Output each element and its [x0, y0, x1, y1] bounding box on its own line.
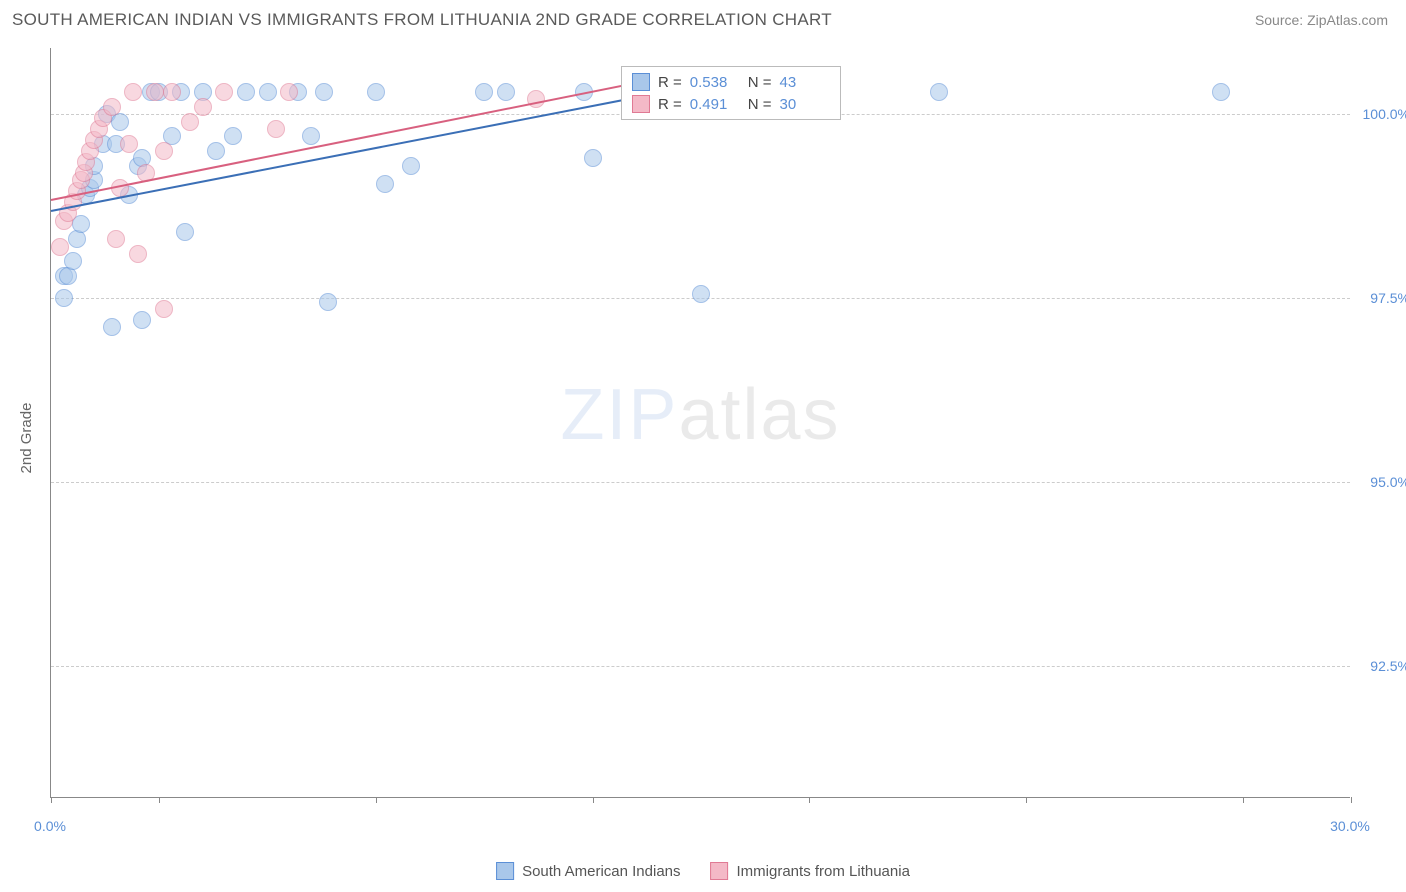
watermark: ZIPatlas: [560, 373, 840, 455]
x-tick: [1351, 797, 1352, 803]
r-label: R =: [658, 74, 682, 91]
data-point: [367, 83, 385, 101]
data-point: [103, 318, 121, 336]
chart-title: SOUTH AMERICAN INDIAN VS IMMIGRANTS FROM…: [12, 10, 832, 30]
legend-item: South American Indians: [496, 862, 680, 880]
data-point: [215, 83, 233, 101]
data-point: [267, 120, 285, 138]
data-point: [692, 285, 710, 303]
chart-container: 2nd Grade ZIPatlas 92.5% 95.0% 97.5% 100.0%…: [0, 38, 1406, 888]
x-tick: [809, 797, 810, 803]
data-point: [51, 238, 69, 256]
chart-header: SOUTH AMERICAN INDIAN VS IMMIGRANTS FROM…: [0, 0, 1406, 38]
y-tick-label: 100.0%: [1363, 106, 1406, 122]
data-point: [107, 230, 125, 248]
n-value: 43: [780, 74, 830, 91]
data-point: [207, 142, 225, 160]
data-point: [124, 83, 142, 101]
data-point: [129, 245, 147, 263]
bottom-legend: South American Indians Immigrants from Li…: [496, 862, 910, 880]
x-tick-label: 0.0%: [34, 818, 66, 834]
x-tick: [593, 797, 594, 803]
y-axis-label: 2nd Grade: [18, 403, 35, 474]
data-point: [224, 127, 242, 145]
legend-swatch: [496, 862, 514, 880]
data-point: [163, 83, 181, 101]
n-value: 30: [780, 96, 830, 113]
data-point: [930, 83, 948, 101]
stats-legend-row: R = 0.538 N = 43: [632, 71, 830, 93]
r-value: 0.538: [690, 74, 740, 91]
r-value: 0.491: [690, 96, 740, 113]
y-tick-label: 95.0%: [1370, 474, 1406, 490]
legend-label: South American Indians: [522, 863, 680, 880]
data-point: [475, 83, 493, 101]
x-tick: [1243, 797, 1244, 803]
r-label: R =: [658, 96, 682, 113]
x-tick: [159, 797, 160, 803]
data-point: [376, 175, 394, 193]
data-point: [259, 83, 277, 101]
n-label: N =: [748, 96, 772, 113]
y-tick-label: 92.5%: [1370, 658, 1406, 674]
data-point: [155, 142, 173, 160]
data-point: [497, 83, 515, 101]
grid-line: [51, 666, 1350, 667]
watermark-atlas: atlas: [678, 374, 840, 454]
data-point: [280, 83, 298, 101]
legend-label: Immigrants from Lithuania: [737, 863, 910, 880]
x-tick: [51, 797, 52, 803]
x-tick: [376, 797, 377, 803]
n-label: N =: [748, 74, 772, 91]
data-point: [176, 223, 194, 241]
plot-area: ZIPatlas 92.5%95.0%97.5%100.0%R =0.538N …: [50, 48, 1350, 798]
data-point: [402, 157, 420, 175]
data-point: [146, 83, 164, 101]
data-point: [237, 83, 255, 101]
data-point: [133, 311, 151, 329]
data-point: [103, 98, 121, 116]
data-point: [181, 113, 199, 131]
data-point: [155, 300, 173, 318]
data-point: [64, 252, 82, 270]
watermark-zip: ZIP: [560, 374, 678, 454]
x-tick-label: 30.0%: [1330, 818, 1370, 834]
legend-swatch: [632, 73, 650, 91]
data-point: [302, 127, 320, 145]
data-point: [319, 293, 337, 311]
legend-swatch: [711, 862, 729, 880]
y-tick-label: 97.5%: [1370, 290, 1406, 306]
data-point: [315, 83, 333, 101]
x-tick: [1026, 797, 1027, 803]
grid-line: [51, 482, 1350, 483]
data-point: [194, 98, 212, 116]
source-attribution: Source: ZipAtlas.com: [1255, 12, 1388, 28]
legend-swatch: [632, 95, 650, 113]
data-point: [584, 149, 602, 167]
data-point: [55, 289, 73, 307]
stats-legend-row: R = 0.491 N = 30: [632, 93, 830, 115]
legend-item: Immigrants from Lithuania: [711, 862, 910, 880]
stats-legend: R = 0.538 N = 43 R = 0.491 N = 30: [621, 66, 841, 120]
data-point: [1212, 83, 1230, 101]
data-point: [120, 135, 138, 153]
